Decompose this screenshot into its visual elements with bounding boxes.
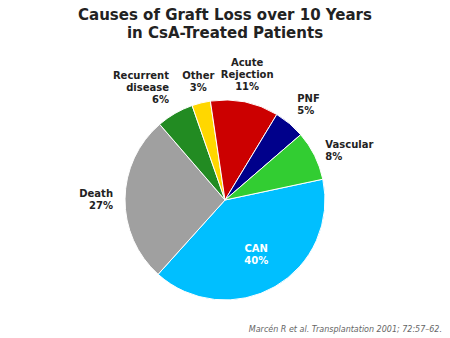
data-label-line: 6% [152,94,169,105]
data-labels: CAN40% Death27% Recurrentdisease6% Other3% A… [79,57,373,266]
chart: Causes of Graft Loss over 10 Yearsin CsA… [0,0,450,338]
data-label-line: 5% [297,105,314,116]
annotation: Marcén R et al. Transplantation 2001; 72… [249,324,442,334]
data-label: Vascular8% [325,139,373,162]
data-label-line: 27% [89,200,113,211]
data-label-line: Rejection [221,69,274,80]
data-label-line: Death [79,188,113,199]
data-label: Death27% [79,188,113,211]
data-label-line: PNF [297,93,320,104]
data-label: Recurrentdisease6% [113,70,169,105]
data-label-line: 3% [190,82,207,93]
data-label-line: Vascular [325,139,373,150]
data-label-line: CAN [245,243,268,254]
pie-slice [225,135,323,200]
data-label-line: disease [126,82,169,93]
pie [125,100,325,300]
data-label-line: Other [182,70,214,81]
data-label-line: Acute [231,57,264,68]
data-label: CAN40% [244,243,268,266]
data-label: AcuteRejection11% [221,57,274,92]
data-label-line: 11% [235,81,259,92]
title: Causes of Graft Loss over 10 Years [78,6,372,24]
data-label-line: 8% [325,151,342,162]
subtitle: in CsA-Treated Patients [127,24,323,42]
data-label: PNF5% [297,93,320,116]
data-label-line: 40% [244,255,268,266]
data-label: Other3% [182,70,214,93]
data-label-line: Recurrent [113,70,169,81]
